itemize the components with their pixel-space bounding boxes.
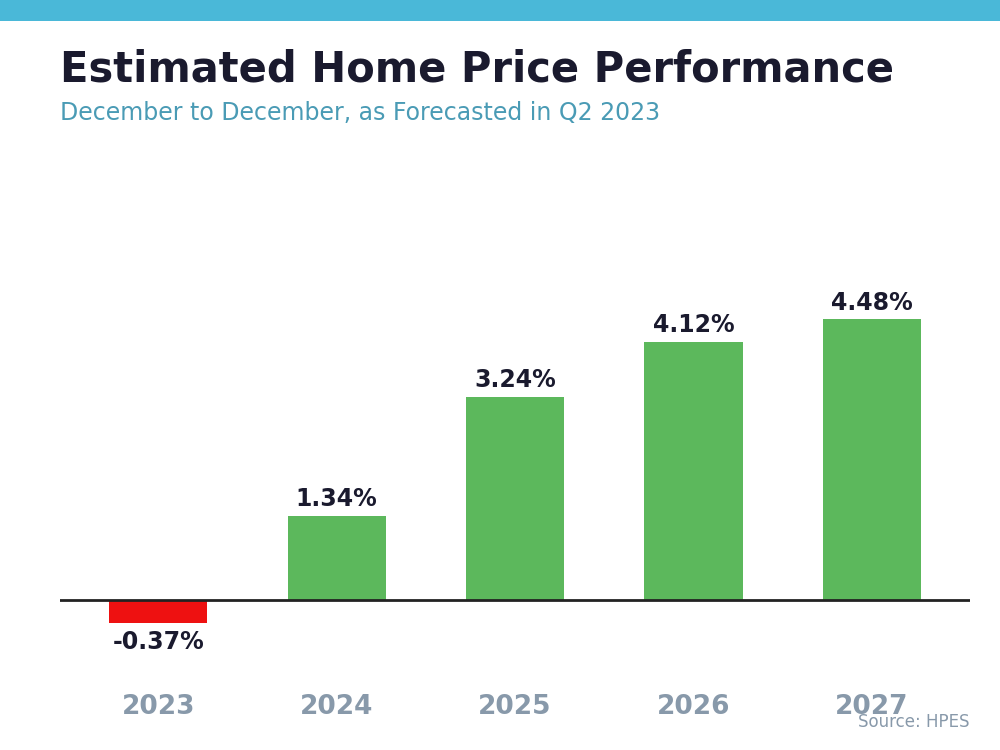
Text: Estimated Home Price Performance: Estimated Home Price Performance [60, 49, 894, 91]
Bar [109, 600, 207, 623]
Text: -0.37%: -0.37% [112, 631, 204, 655]
Text: 4.48%: 4.48% [831, 290, 913, 314]
Bar [288, 516, 386, 600]
Text: Source: HPES: Source: HPES [858, 713, 970, 731]
Bar [644, 341, 743, 600]
Bar [466, 397, 564, 600]
Text: December to December, as Forecasted in Q2 2023: December to December, as Forecasted in Q… [60, 101, 660, 125]
Bar [823, 319, 921, 600]
Text: 3.24%: 3.24% [474, 368, 556, 392]
Text: 1.34%: 1.34% [296, 488, 377, 512]
Text: 4.12%: 4.12% [653, 313, 734, 337]
